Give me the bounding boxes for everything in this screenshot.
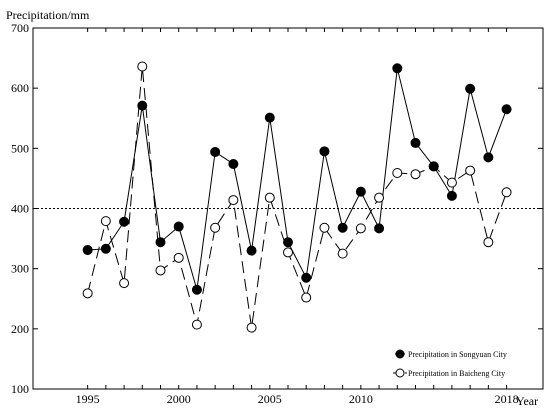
series-layer xyxy=(82,61,512,333)
point-songyuan xyxy=(319,146,330,157)
point-songyuan xyxy=(137,100,148,111)
point-baicheng xyxy=(155,265,166,276)
point-songyuan xyxy=(264,112,275,123)
y-tick-label: 200 xyxy=(11,322,29,336)
point-songyuan xyxy=(428,161,439,172)
point-baicheng xyxy=(374,192,385,203)
y-tick-label: 100 xyxy=(11,382,29,396)
series-line-songyuan xyxy=(87,68,508,290)
point-songyuan xyxy=(374,223,385,234)
point-baicheng xyxy=(228,195,239,206)
x-tick-label: 1995 xyxy=(76,392,100,406)
legend-marker-baicheng xyxy=(395,368,405,378)
point-songyuan xyxy=(191,284,202,295)
series-line-baicheng xyxy=(87,66,508,328)
point-songyuan xyxy=(410,137,421,148)
y-axis-label: Precipitation/mm xyxy=(6,8,90,22)
point-baicheng xyxy=(137,61,148,72)
point-baicheng xyxy=(210,222,221,233)
point-baicheng xyxy=(410,169,421,180)
x-tick-label: 2005 xyxy=(258,392,282,406)
point-baicheng xyxy=(465,165,476,176)
point-songyuan xyxy=(119,216,130,227)
point-baicheng xyxy=(82,288,93,299)
point-baicheng xyxy=(446,177,457,188)
point-songyuan xyxy=(100,243,111,254)
point-songyuan xyxy=(483,152,494,163)
point-songyuan xyxy=(465,83,476,94)
point-baicheng xyxy=(301,292,312,303)
point-songyuan xyxy=(283,237,293,248)
point-songyuan xyxy=(82,245,93,256)
y-tick-label: 500 xyxy=(11,141,29,155)
legend-label-baicheng: Precipitation in Baicheng City xyxy=(408,369,505,378)
point-baicheng xyxy=(355,223,366,234)
x-axis-label: Year xyxy=(516,394,538,408)
point-baicheng xyxy=(119,278,130,289)
point-baicheng xyxy=(392,168,403,179)
point-baicheng xyxy=(319,222,330,233)
point-songyuan xyxy=(173,221,184,232)
point-songyuan xyxy=(246,245,257,256)
point-songyuan xyxy=(228,158,239,169)
x-tick-label: 2000 xyxy=(167,392,191,406)
point-songyuan xyxy=(155,237,166,248)
y-tick-label: 300 xyxy=(11,262,29,276)
point-baicheng xyxy=(246,322,257,333)
point-baicheng xyxy=(337,248,348,259)
x-tick-label: 2010 xyxy=(349,392,373,406)
x-axis: 1995 2000 2005 2010 2018 xyxy=(76,28,519,406)
y-tick-label: 700 xyxy=(11,21,29,35)
y-tick-label: 400 xyxy=(11,202,29,216)
point-baicheng xyxy=(173,252,184,263)
point-songyuan xyxy=(446,190,457,201)
point-baicheng xyxy=(483,237,494,248)
point-songyuan xyxy=(301,272,312,283)
point-baicheng xyxy=(283,247,293,258)
point-baicheng xyxy=(100,216,111,227)
point-baicheng xyxy=(191,319,202,330)
legend: Precipitation in Songyuan City Precipita… xyxy=(393,349,507,378)
point-songyuan xyxy=(392,63,403,74)
legend-label-songyuan: Precipitation in Songyuan City xyxy=(408,350,507,359)
x-tick-label: 2018 xyxy=(495,392,519,406)
point-baicheng xyxy=(264,192,275,203)
point-songyuan xyxy=(355,186,366,197)
y-tick-label: 600 xyxy=(11,81,29,95)
point-baicheng xyxy=(501,187,512,198)
point-songyuan xyxy=(210,146,221,157)
point-songyuan xyxy=(337,222,348,233)
point-songyuan xyxy=(501,104,512,115)
